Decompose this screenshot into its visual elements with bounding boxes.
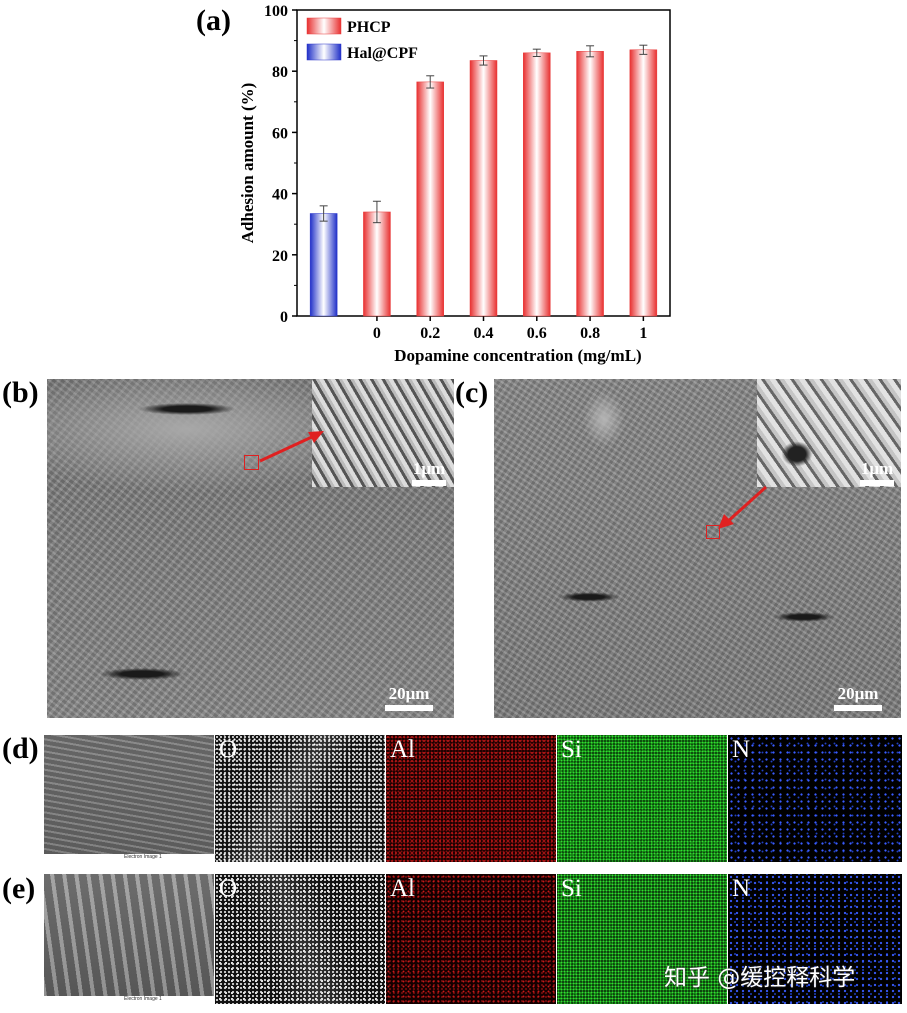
eds-micrograph-d: Electron Image 1 — [44, 735, 214, 862]
scale-label: 20μm — [837, 684, 879, 703]
scale-label: 1μm — [860, 459, 894, 478]
legend-label-halcpf: Hal@CPF — [347, 45, 418, 62]
panel-label-b: (b) — [2, 376, 39, 409]
eds-map-si-d: Si — [557, 735, 727, 862]
eds-map-al-e: Al — [386, 874, 556, 1004]
element-label-o: O — [219, 875, 238, 902]
panel-label-d: (d) — [2, 732, 39, 765]
sem-image-c: 1μm 20μm — [494, 379, 901, 718]
x-axis-label: Dopamine concentration (mg/mL) — [394, 346, 641, 365]
element-label-n: N — [732, 736, 751, 763]
bar-phcp-4 — [523, 52, 551, 317]
element-label-si: Si — [561, 736, 582, 763]
legend-swatch-halcpf — [306, 43, 342, 61]
eds-map-o-d: O — [215, 735, 385, 862]
eds-map-al-d: Al — [386, 735, 556, 862]
element-label-al: Al — [390, 875, 415, 902]
scale-label: 20μm — [388, 684, 430, 703]
sem-inset-c — [757, 379, 901, 487]
scale-bar-inset-b: 1μm — [412, 459, 446, 486]
y-tick-label: 60 — [272, 125, 288, 142]
red-arrow-b — [259, 431, 324, 463]
x-tick-label: 0.2 — [420, 325, 440, 342]
adhesion-bar-chart: 0 20 40 60 80 100 0 0.2 0.4 0.6 0.8 1 PHCP Hal@CPF Ad… — [238, 3, 671, 365]
eds-map-n-d: N — [728, 735, 902, 862]
panel-label-e: (e) — [2, 872, 36, 905]
bar-phcp-2 — [416, 81, 444, 317]
element-label-si: Si — [561, 875, 582, 902]
y-axis-label: Adhesion amount (%) — [238, 83, 257, 244]
legend-label-phcp: PHCP — [347, 19, 391, 36]
bar-phcp-6 — [629, 49, 658, 317]
x-tick-label: 1 — [639, 325, 647, 342]
x-tick-label: 0 — [373, 325, 381, 342]
scale-label: 1μm — [412, 459, 446, 478]
y-tick-label: 40 — [272, 187, 288, 204]
red-arrow-c — [718, 485, 768, 529]
element-label-al: Al — [390, 736, 415, 763]
bar-phcp-1 — [363, 211, 391, 317]
y-tick-label: 0 — [280, 309, 288, 326]
element-label-n: N — [732, 875, 751, 902]
bar-phcp-3 — [469, 60, 498, 317]
watermark-text: 知乎 @缓控释科学 — [664, 965, 856, 991]
eds-map-si-e: Si — [557, 874, 727, 1004]
x-tick-label: 0.4 — [474, 325, 494, 342]
element-label-o: O — [219, 736, 238, 763]
x-tick-label: 0.8 — [580, 325, 600, 342]
legend-swatch-phcp — [306, 17, 342, 35]
eds-map-o-e: O — [215, 874, 385, 1004]
eds-map-n-e: N — [728, 874, 902, 1004]
scale-bar-main-b: 20μm — [385, 684, 433, 711]
bar-halcpf-0 — [309, 213, 338, 317]
sem-inset-b — [312, 379, 454, 487]
micrograph-caption: Electron Image 1 — [124, 996, 162, 1002]
micrograph-caption: Electron Image 1 — [124, 854, 162, 860]
eds-micrograph-e: Electron Image 1 — [44, 874, 214, 1004]
y-tick-label: 20 — [272, 248, 288, 265]
sem-image-b: 1μm 20μm — [47, 379, 454, 718]
y-tick-label: 100 — [264, 3, 288, 20]
bar-phcp-5 — [576, 51, 604, 317]
highlight-box-c — [706, 525, 720, 539]
panel-label-a: (a) — [196, 4, 231, 37]
scale-bar-main-c: 20μm — [834, 684, 882, 711]
panel-label-c: (c) — [455, 376, 489, 409]
scale-bar-inset-c: 1μm — [860, 459, 894, 486]
highlight-box-b — [244, 455, 259, 470]
x-tick-label: 0.6 — [527, 325, 547, 342]
y-tick-label: 80 — [272, 64, 288, 81]
